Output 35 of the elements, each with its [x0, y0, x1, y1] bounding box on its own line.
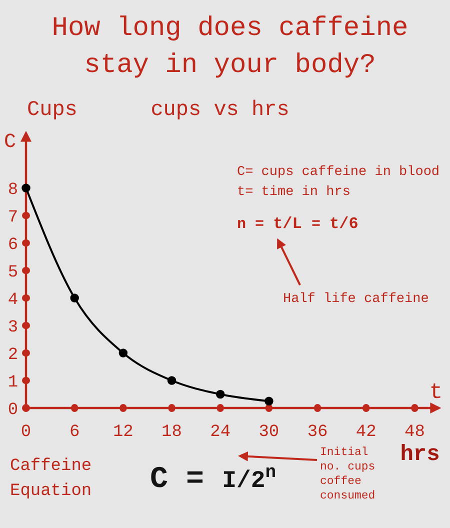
y-tick-label: 0 [8, 400, 18, 420]
annotation: Half life caffeine [283, 292, 429, 307]
x-tick-label: 36 [307, 423, 328, 442]
text: Initial no. cups coffee consumed [320, 446, 376, 502]
y-tick-label: 4 [8, 290, 18, 310]
text: Caffeine Equation [10, 457, 92, 501]
x-tick-label: 30 [258, 423, 280, 442]
annotation: n = t/L = t/6 [237, 215, 358, 233]
point [167, 376, 176, 385]
y-tick-label: 1 [8, 373, 18, 392]
x-tick-label: 42 [356, 423, 376, 442]
y-tick-label: 5 [8, 263, 18, 282]
x-tick-label: 12 [112, 423, 134, 442]
x-tick-label: 18 [162, 423, 182, 442]
annotation: t [429, 380, 443, 405]
y-tick-label: 8 [8, 180, 18, 200]
text: C = I/2$^{n}$ [150, 463, 276, 497]
x-axis-title: hrs [400, 442, 440, 467]
x-tick-label: 0 [20, 423, 32, 442]
x-tick-label: 6 [69, 423, 80, 442]
y-tick-label: 3 [8, 318, 18, 338]
chart-subtitle: cups vs hrs [150, 99, 290, 122]
x-tick-label: 48 [404, 423, 425, 442]
point [118, 348, 128, 358]
x-tick-label: 24 [210, 423, 231, 442]
text: C [4, 131, 16, 154]
y-axis-title: Cups [27, 99, 78, 122]
chart-title: How long does caffeine stay in your body? [52, 14, 408, 81]
annotation: C= cups caffeine in blood [237, 165, 440, 180]
annotation: t= time in hrs [237, 185, 350, 200]
y-tick-label: 7 [8, 208, 18, 228]
point [70, 294, 79, 302]
point [216, 390, 225, 399]
y-tick-label: 2 [8, 346, 18, 365]
y-tick-label: 6 [8, 236, 18, 255]
